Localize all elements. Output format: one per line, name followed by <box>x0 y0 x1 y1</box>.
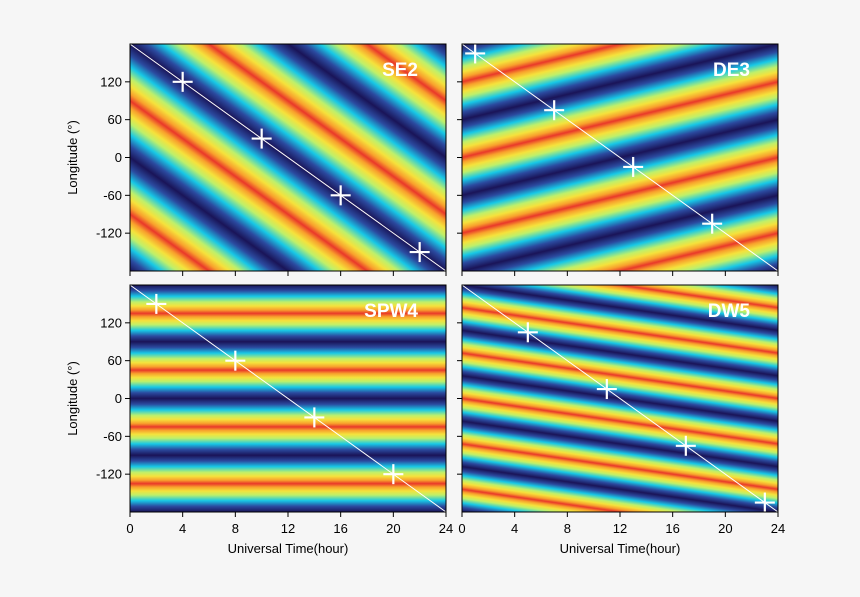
x-tick-label: 8 <box>564 521 571 536</box>
marker-cross <box>172 71 193 92</box>
panel-label: DE3 <box>713 60 750 81</box>
panel-label: DW5 <box>708 301 751 322</box>
panel-4: DW5 0 4 8 12 16 20 24 Universal Time(hour) <box>457 284 785 556</box>
x-tick-label: 4 <box>511 521 518 536</box>
marker-cross <box>544 100 565 121</box>
marker-cross <box>465 43 486 64</box>
y-tick-label: 0 <box>115 150 122 165</box>
x-tick-label: 4 <box>179 521 186 536</box>
y-tick-label: -60 <box>103 429 122 444</box>
panel-2: DE3 <box>457 43 779 276</box>
x-tick-label: 8 <box>232 521 239 536</box>
marker-cross <box>517 322 538 343</box>
phase-line <box>461 284 779 513</box>
y-axis-title: Longitude (°) <box>65 361 80 436</box>
panel-1: SE2 120 60 0 -60 -120 Longitude (°) <box>65 43 447 276</box>
marker-cross <box>383 464 404 485</box>
x-tick-label: 16 <box>665 521 679 536</box>
x-axis-title: Universal Time(hour) <box>560 541 681 556</box>
x-tick-label: 20 <box>386 521 400 536</box>
panel-label: SPW4 <box>364 301 418 322</box>
y-axis-title: Longitude (°) <box>65 120 80 195</box>
marker-cross <box>675 435 696 456</box>
x-tick-label: 12 <box>281 521 295 536</box>
x-tick-label: 0 <box>126 521 133 536</box>
x-tick-label: 20 <box>718 521 732 536</box>
y-tick-label: 60 <box>108 112 122 127</box>
x-tick-label: 12 <box>613 521 627 536</box>
marker-cross <box>754 492 775 513</box>
marker-cross <box>623 156 644 177</box>
marker-cross <box>409 242 430 263</box>
marker-cross <box>702 213 723 234</box>
marker-cross <box>330 185 351 206</box>
y-tick-label: -120 <box>96 226 122 241</box>
x-tick-label: 0 <box>458 521 465 536</box>
y-tick-label: 60 <box>108 353 122 368</box>
x-tick-label: 24 <box>771 521 785 536</box>
marker-cross <box>225 350 246 371</box>
x-tick-label: 24 <box>439 521 453 536</box>
y-tick-label: 0 <box>115 391 122 406</box>
y-tick-label: -120 <box>96 467 122 482</box>
phase-line <box>461 43 779 272</box>
marker-cross <box>251 128 272 149</box>
y-tick-label: 120 <box>100 315 122 330</box>
panel-label: SE2 <box>382 60 418 81</box>
marker-cross <box>146 293 167 314</box>
x-axis-title: Universal Time(hour) <box>228 541 349 556</box>
marker-cross <box>596 379 617 400</box>
panel-3: SPW4 120 60 0 -60 -120 0 4 8 12 16 20 24 Universal Ti… <box>65 284 453 556</box>
x-tick-label: 16 <box>333 521 347 536</box>
marker-cross <box>304 407 325 428</box>
y-tick-label: 120 <box>100 74 122 89</box>
y-tick-label: -60 <box>103 188 122 203</box>
